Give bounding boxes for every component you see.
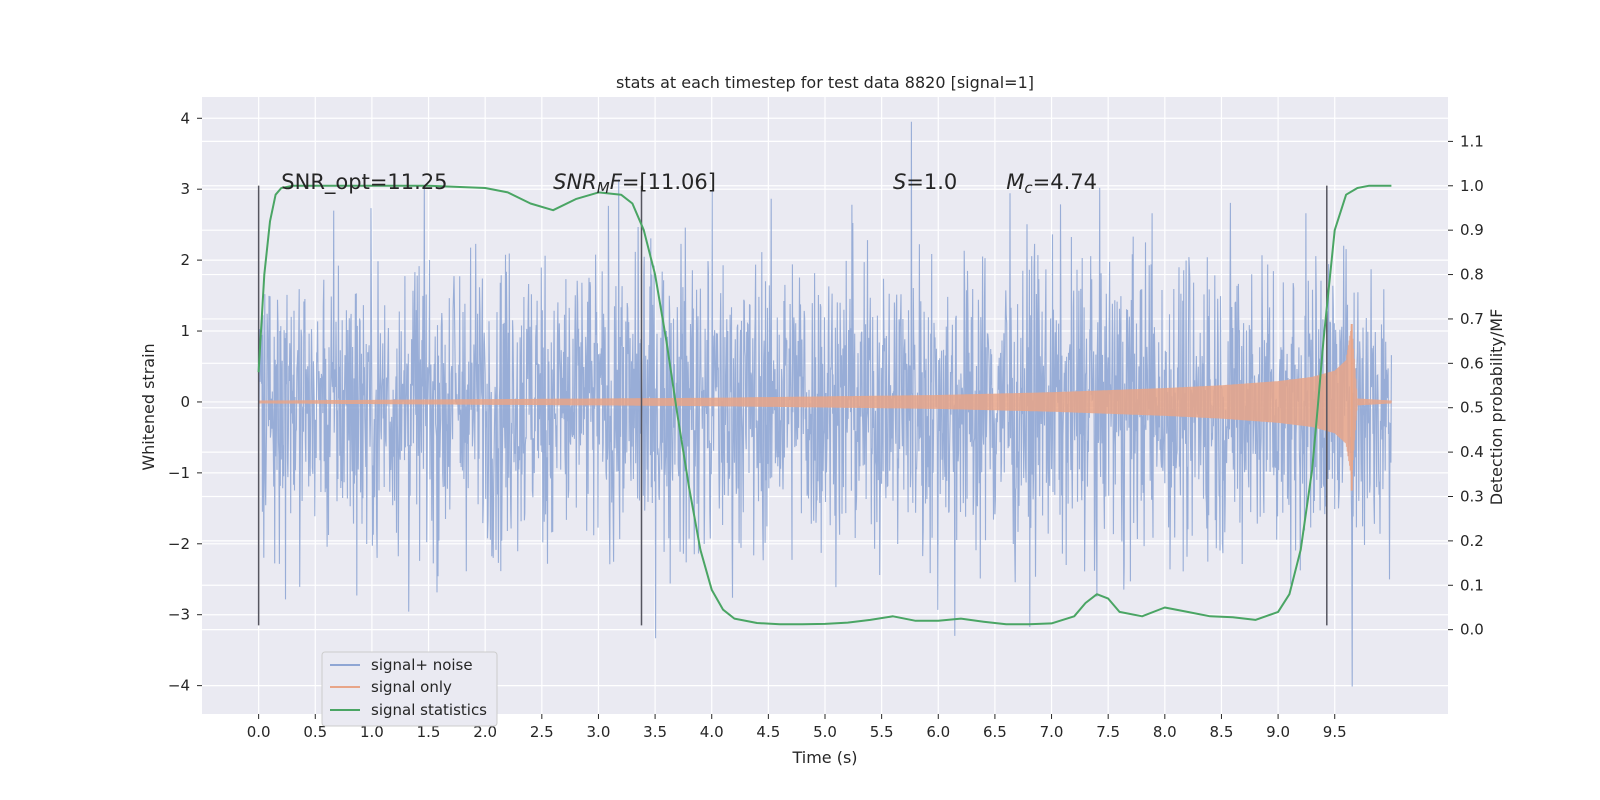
- x-tick-label: 1.5: [417, 723, 441, 741]
- legend-label-signal-noise: signal+ noise: [371, 656, 473, 674]
- legend: signal+ noise signal only signal statist…: [321, 651, 498, 727]
- series-signal-statistics: [257, 184, 1392, 626]
- x-tick-label: 3.5: [643, 723, 667, 741]
- x-tick-label: 5.5: [870, 723, 894, 741]
- legend-box: [321, 651, 498, 727]
- line-signal-statistics: [257, 184, 1392, 626]
- y-axis-label: Whitened strain: [139, 343, 158, 470]
- x-tick-label: 8.0: [1153, 723, 1177, 741]
- x-tick-label: 2.5: [530, 723, 554, 741]
- annotation-s: S=1.0: [893, 170, 957, 194]
- x-axis-label: Time (s): [791, 748, 857, 767]
- y-axis-ticks: −4 −3 −2 −1 0 1 2 3 4: [168, 109, 202, 695]
- x-tick-label: 5.0: [813, 723, 837, 741]
- x-tick-label: 8.5: [1210, 723, 1234, 741]
- y-tick-label: −4: [168, 677, 190, 695]
- x-tick-label: 3.0: [587, 723, 611, 741]
- y2-tick-label: 0.2: [1460, 532, 1484, 550]
- y2-tick-label: 0.0: [1460, 621, 1484, 639]
- legend-label-signal-statistics: signal statistics: [371, 701, 487, 719]
- line-signal-only: [258, 326, 1392, 481]
- y2-tick-label: 0.7: [1460, 310, 1484, 328]
- y-tick-label: −1: [168, 464, 190, 482]
- y2-tick-label: 0.3: [1460, 487, 1484, 505]
- x-tick-label: 1.0: [360, 723, 384, 741]
- annotation-snr-mf: SNRMF=[11.06]: [553, 170, 716, 197]
- x-tick-label: 2.0: [473, 723, 497, 741]
- y2-tick-label: 0.9: [1460, 221, 1484, 239]
- x-axis-ticks: 0.0 0.5 1.0 1.5 2.0 2.5 3.0 3.5 4.0 4.5 5.0 5.5 6.0 6…: [247, 714, 1347, 741]
- x-tick-label: 9.0: [1266, 723, 1290, 741]
- y2-axis-ticks: 0.0 0.1 0.2 0.3 0.4 0.5 0.6 0.7 0.8 0.9 1.0 1.1: [1448, 132, 1484, 639]
- x-tick-label: 9.5: [1323, 723, 1347, 741]
- annotation-snr-opt: SNR_opt=11.25: [281, 170, 447, 195]
- y2-tick-label: 1.0: [1460, 177, 1484, 195]
- x-tick-label: 6.0: [926, 723, 950, 741]
- x-tick-label: 0.5: [303, 723, 327, 741]
- y2-axis-label: Detection probability/MF: [1487, 309, 1506, 506]
- x-tick-label: 4.0: [700, 723, 724, 741]
- x-tick-label: 6.5: [983, 723, 1007, 741]
- legend-label-signal-only: signal only: [371, 678, 452, 696]
- y-tick-label: −3: [168, 606, 190, 624]
- x-tick-label: 0.0: [247, 723, 271, 741]
- x-tick-label: 4.5: [756, 723, 780, 741]
- y2-tick-label: 0.1: [1460, 576, 1484, 594]
- y-tick-label: 0: [180, 393, 190, 411]
- x-tick-label: 7.5: [1096, 723, 1120, 741]
- y-tick-label: 1: [180, 322, 190, 340]
- annotations: SNR_opt=11.25 SNRMF=[11.06] S=1.0 Mc=4.74: [281, 170, 1097, 197]
- y-tick-label: 4: [180, 109, 190, 127]
- annotation-mc: Mc=4.74: [1006, 170, 1097, 197]
- vertical-lines: [257, 185, 1328, 626]
- y2-tick-label: 0.6: [1460, 354, 1484, 372]
- y2-tick-label: 0.5: [1460, 399, 1484, 417]
- y-tick-label: 2: [180, 251, 190, 269]
- y2-tick-label: 1.1: [1460, 132, 1484, 150]
- y-tick-label: 3: [180, 180, 190, 198]
- chart-title: stats at each timestep for test data 882…: [616, 73, 1034, 92]
- series-signal-only: [258, 323, 1392, 491]
- y-tick-label: −2: [168, 535, 190, 553]
- y2-tick-label: 0.8: [1460, 266, 1484, 284]
- y2-tick-label: 0.4: [1460, 443, 1484, 461]
- x-tick-label: 7.0: [1040, 723, 1064, 741]
